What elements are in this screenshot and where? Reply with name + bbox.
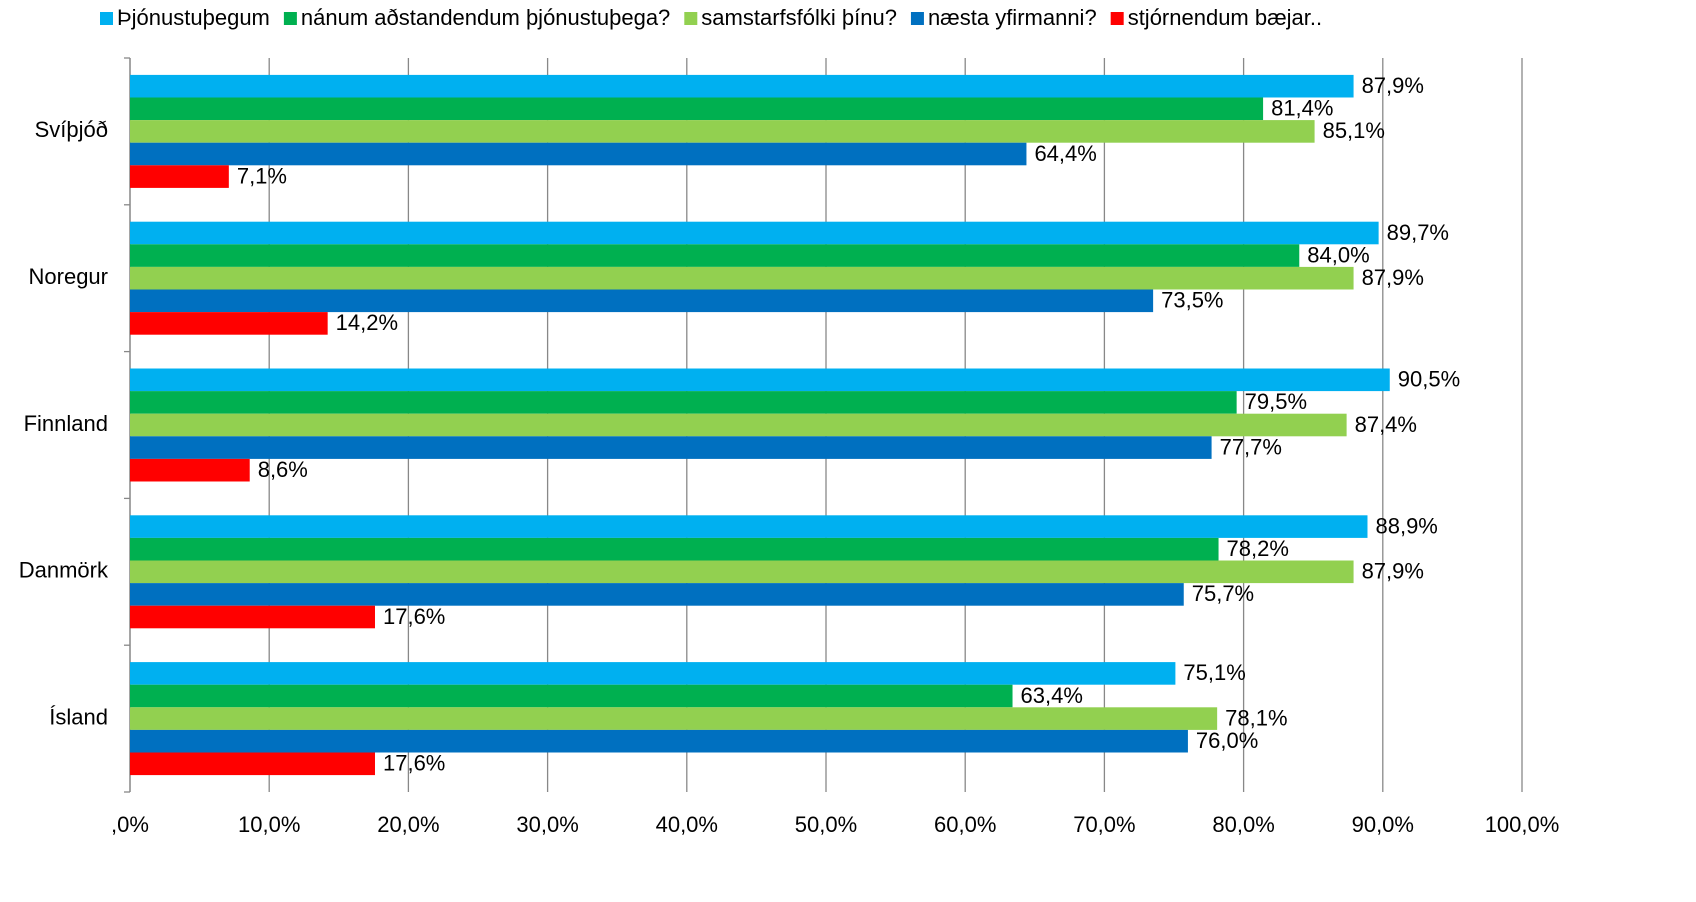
bar [130, 662, 1176, 685]
value-label: 78,1% [1225, 705, 1287, 730]
value-label: 85,1% [1323, 118, 1385, 143]
bar [130, 221, 1379, 245]
bar [130, 515, 1368, 538]
bar [130, 142, 1027, 166]
y-tick-label: Finnland [24, 411, 108, 436]
value-label: 89,7% [1387, 220, 1449, 245]
value-label: 84,0% [1307, 242, 1369, 267]
legend-swatch [283, 12, 297, 25]
value-label: 17,6% [383, 751, 445, 776]
y-tick-label: Noregur [29, 264, 108, 289]
bar [130, 752, 375, 776]
legend-swatch [910, 12, 924, 25]
legend-label: nánum aðstandendum þjónustuþega? [301, 5, 670, 30]
value-label: 14,2% [336, 310, 398, 335]
value-label: 87,4% [1355, 412, 1417, 437]
value-label: 75,7% [1192, 581, 1254, 606]
bar [130, 97, 1264, 121]
x-tick-label: 70,0% [1073, 812, 1135, 837]
y-tick-label: Svíþjóð [35, 117, 108, 142]
bar [130, 244, 1300, 267]
value-label: 81,4% [1271, 96, 1333, 121]
bar [130, 537, 1219, 561]
value-label: 87,9% [1362, 73, 1424, 98]
x-tick-label: 40,0% [656, 812, 718, 837]
legend-label: samstarfsfólki þínu? [701, 5, 897, 30]
legend-swatch [100, 12, 113, 25]
value-label: 63,4% [1021, 683, 1083, 708]
bar [130, 560, 1354, 584]
x-tick-label: ,0% [111, 812, 149, 837]
value-label: 87,9% [1362, 265, 1424, 290]
bar [130, 289, 1154, 313]
value-label: 73,5% [1161, 288, 1223, 313]
bar [130, 391, 1237, 414]
bar [130, 74, 1354, 98]
legend-label: stjórnendum bæjar.. [1128, 5, 1322, 30]
bar [130, 605, 375, 629]
bar [130, 583, 1184, 606]
bar [130, 312, 328, 335]
bar [130, 729, 1188, 753]
value-label: 88,9% [1375, 513, 1437, 538]
legend-label: næsta yfirmanni? [928, 5, 1097, 30]
bar [130, 165, 229, 188]
value-label: 90,5% [1398, 367, 1460, 392]
bar [130, 707, 1218, 730]
value-label: 76,0% [1196, 728, 1258, 753]
x-tick-label: 50,0% [795, 812, 857, 837]
x-tick-label: 80,0% [1212, 812, 1274, 837]
y-tick-label: Ísland [49, 704, 108, 729]
bar [130, 458, 250, 482]
bar [130, 120, 1315, 143]
x-tick-label: 20,0% [377, 812, 439, 837]
x-tick-label: 90,0% [1352, 812, 1414, 837]
bar [130, 436, 1212, 459]
y-tick-label: Danmörk [19, 558, 109, 583]
value-label: 87,9% [1362, 559, 1424, 584]
bar [130, 368, 1390, 392]
value-label: 17,6% [383, 604, 445, 629]
value-label: 8,6% [258, 457, 308, 482]
value-label: 64,4% [1034, 141, 1096, 166]
legend-label: Þjónustuþegum [117, 5, 270, 30]
legend-swatch [684, 12, 698, 25]
bar [130, 684, 1013, 708]
value-label: 77,7% [1220, 434, 1282, 459]
value-label: 79,5% [1245, 389, 1307, 414]
x-tick-label: 60,0% [934, 812, 996, 837]
x-tick-label: 10,0% [238, 812, 300, 837]
x-tick-label: 100,0% [1485, 812, 1560, 837]
value-label: 7,1% [237, 163, 287, 188]
value-label: 78,2% [1227, 536, 1289, 561]
bar [130, 413, 1347, 437]
bar [130, 266, 1354, 290]
legend-swatch [1110, 12, 1124, 25]
x-tick-label: 30,0% [516, 812, 578, 837]
value-label: 75,1% [1183, 660, 1245, 685]
